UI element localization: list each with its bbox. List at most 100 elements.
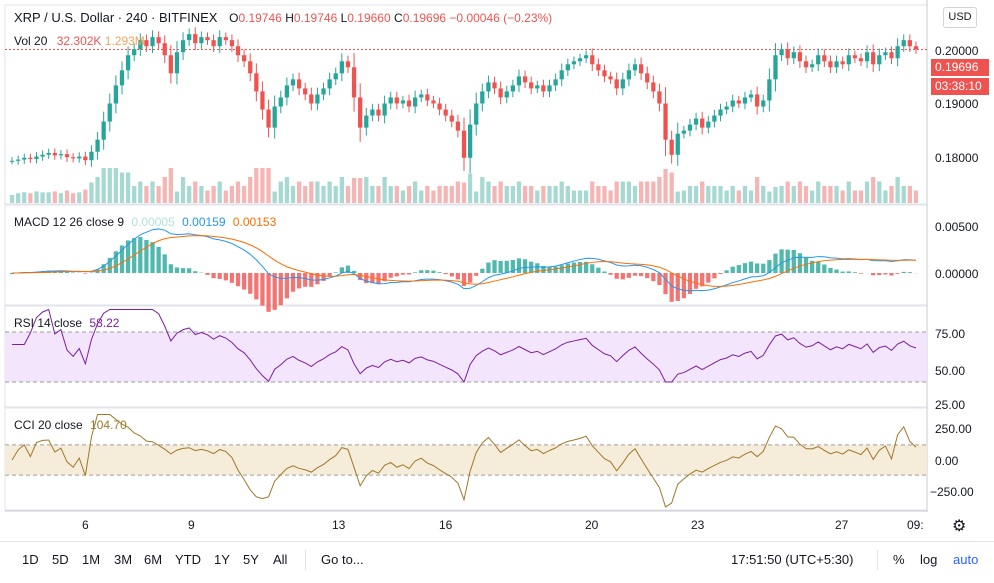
macd-histogram-bar [406,273,412,275]
macd-histogram-bar [9,273,15,274]
macd-legend[interactable]: MACD 12 26 close 9 0.00005 0.00159 0.001… [14,215,276,229]
volume-bar [290,186,296,203]
macd-histogram-bar [327,273,332,277]
candle-body [480,91,485,104]
candle-body [339,61,344,74]
candle-body [235,46,241,56]
volume-bar [614,181,619,203]
candle-body [608,76,613,80]
percent-toggle[interactable]: % [893,552,905,567]
macd-histogram-bar [565,263,570,273]
volume-bar [132,186,137,203]
candle-body [260,91,265,110]
macd-histogram-bar [907,272,912,273]
candle-body [571,61,577,65]
candle-body [162,43,167,56]
macd-histogram-bar [651,273,656,282]
macd-histogram-bar [260,273,265,306]
ohlc-values: O0.19746 H0.19746 L0.19660 C0.19696 −0.0… [229,11,552,25]
candle-body [376,109,381,116]
macd-histogram-bar [119,245,125,273]
bar-countdown-tag: 03:38:10 [931,78,989,95]
volume-bar [370,186,375,203]
candle-body [657,91,662,104]
range-1y-button[interactable]: 1Y [214,552,230,567]
range-1d-button[interactable]: 1D [22,552,39,567]
macd-histogram-bar [785,249,790,273]
volume-bar [180,177,186,203]
rsi-label: RSI 14 close [14,316,83,330]
macd-histogram-bar [272,273,277,310]
open-key: O [229,11,239,25]
range-3m-button[interactable]: 3M [114,552,133,567]
macd-histogram-bar [358,273,363,281]
range-ytd-button[interactable]: YTD [175,552,201,567]
volume-bar [889,186,894,203]
macd-histogram-bar [205,273,210,275]
currency-button[interactable]: USD [943,7,977,28]
volume-bar [480,177,485,203]
candle-body [150,37,155,47]
candle-body [632,64,638,71]
candle-body [834,61,839,68]
candle-body [101,121,106,140]
time-tick: 09: [907,518,924,532]
settings-gear-icon[interactable]: ⚙ [952,518,967,535]
candle-body [364,115,369,128]
range-5y-button[interactable]: 5Y [243,552,259,567]
range-1m-button[interactable]: 1M [82,552,101,567]
macd-histogram-bar [437,272,442,273]
rsi-tick: 50.00 [935,364,966,378]
volume-bar [571,190,577,203]
macd-histogram-bar [663,273,668,295]
candle-body [431,100,436,104]
volume-bar [669,172,674,203]
log-toggle[interactable]: log [920,552,938,567]
volume-bar [706,186,711,203]
candle-body [382,103,387,116]
symbol-title: XRP / U.S. Dollar · 240 · BITFINEX [14,10,218,25]
candle-body [602,70,607,77]
cci-legend[interactable]: CCI 20 close 104.70 [14,418,127,432]
candle-body [46,152,51,155]
price-tick: 0.18000 [935,151,979,165]
volume-bar [791,186,796,203]
candle-body [492,82,497,89]
volume-bar [364,177,369,203]
volume-bar [321,186,326,203]
volume-legend[interactable]: Vol 20 32.302K 1.293M [14,34,145,48]
candle-body [767,79,772,101]
volume-bar [626,181,632,203]
candle-body [425,94,430,101]
candle-body [681,130,687,134]
candle-body [852,55,858,59]
chart-canvas[interactable] [0,0,994,541]
macd-histogram-bar [235,273,241,287]
range-5d-button[interactable]: 5D [52,552,69,567]
candle-body [449,115,454,122]
candle-body [40,154,45,157]
volume-bar [217,181,222,203]
macd-histogram-bar [822,264,827,273]
macd-histogram-bar [303,273,308,287]
candle-body [748,94,754,98]
candle-body [516,76,522,86]
candle-body [736,100,741,104]
volume-bar [596,186,601,203]
auto-toggle[interactable]: auto [953,552,979,567]
volume-bar [406,186,412,203]
range-6m-button[interactable]: 6M [144,552,163,567]
symbol-legend[interactable]: XRP / U.S. Dollar · 240 · BITFINEX O0.19… [14,10,552,25]
volume-bar [828,186,833,203]
clock-timezone[interactable]: 17:51:50 (UTC+5:30) [731,552,854,567]
range-all-button[interactable]: All [273,552,288,567]
candle-body [193,34,198,44]
candle-body [559,70,564,80]
volume-bar [156,186,161,203]
volume-bar [718,186,723,203]
candle-body [168,55,173,74]
goto-button[interactable]: Go to... [321,552,364,567]
macd-histogram-bar [107,257,112,273]
candle-body [785,49,790,59]
rsi-legend[interactable]: RSI 14 close 58.22 [14,316,119,330]
